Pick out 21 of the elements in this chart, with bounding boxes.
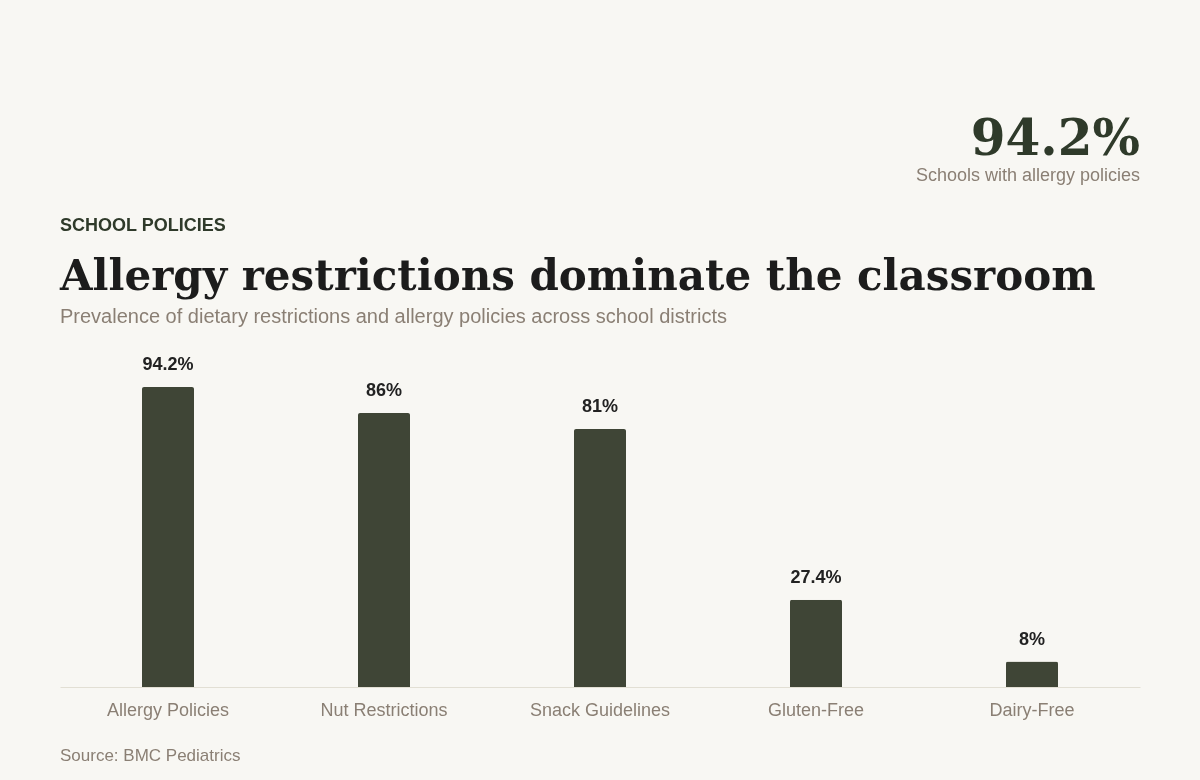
bar bbox=[790, 599, 842, 687]
text: Schools with allergy policies bbox=[915, 165, 1140, 185]
text: SCHOOL POLICIES bbox=[60, 215, 226, 235]
chart-subtitle: Prevalence of dietary restrictions and allergy policies across school districts bbox=[60, 305, 727, 327]
bar bbox=[574, 429, 626, 687]
x-tick-label: Allergy Policies bbox=[106, 699, 230, 720]
data-label: 81% bbox=[581, 396, 619, 417]
data-label: 94.2% bbox=[142, 354, 194, 374]
text: 94.2% bbox=[970, 108, 1140, 167]
x-tick-label: Nut Restrictions bbox=[320, 699, 448, 720]
bar bbox=[142, 387, 194, 687]
source-note: Source: BMC Pediatrics bbox=[60, 746, 241, 765]
x-tick-label: Gluten-Free bbox=[767, 699, 865, 720]
bar bbox=[358, 413, 410, 687]
chart-title: Allergy restrictions dominate the classroom bbox=[59, 251, 1096, 300]
bar bbox=[1006, 661, 1058, 687]
x-tick-label: Snack Guidelines bbox=[529, 699, 671, 720]
x-tick-label: Dairy-Free bbox=[989, 699, 1075, 720]
data-label: 8% bbox=[1018, 628, 1046, 649]
data-label: 27.4% bbox=[790, 566, 842, 587]
data-label: 86% bbox=[365, 380, 403, 401]
